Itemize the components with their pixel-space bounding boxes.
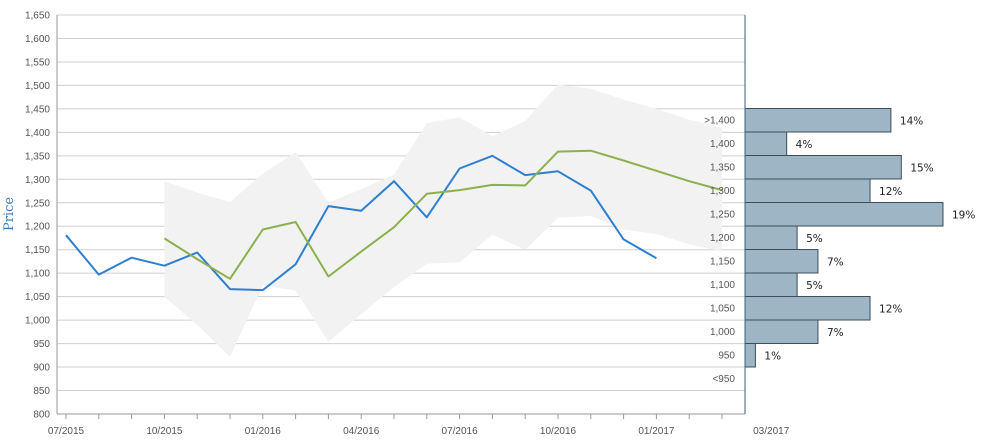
histogram-bar xyxy=(744,249,819,274)
histogram-percent-label: 12% xyxy=(879,303,902,315)
histogram-bin-label: 1,350 xyxy=(710,162,735,173)
histogram-percent-label: 7% xyxy=(827,256,844,268)
histogram-percent-label: 5% xyxy=(806,280,823,292)
histogram-bar xyxy=(744,296,871,321)
histogram-bin-label: 1,250 xyxy=(710,209,735,220)
x-tick-label: 10/2015 xyxy=(146,426,183,437)
y-tick-label: 1,450 xyxy=(25,104,50,115)
y-tick-label: 1,150 xyxy=(25,245,50,256)
histogram-percent-label: 14% xyxy=(900,115,923,127)
y-tick-label: 1,650 xyxy=(25,11,50,22)
distribution-histogram: 14% 4% 15% 12% 19% 5% 7% 5% 12% 7% 1% xyxy=(744,108,975,368)
histogram-bin-label: 1,050 xyxy=(710,303,735,314)
forecast-range-band xyxy=(164,84,722,357)
histogram-bar xyxy=(744,343,756,368)
histogram-bar xyxy=(744,131,788,156)
histogram-bar xyxy=(744,108,892,133)
x-tick-label: 01/2016 xyxy=(245,426,282,437)
x-tick-label: 01/2017 xyxy=(638,426,675,437)
y-tick-label: 900 xyxy=(33,363,50,374)
histogram-bar xyxy=(744,272,798,297)
histogram-bin-label: 1,300 xyxy=(710,186,735,197)
histogram-percent-label: 4% xyxy=(796,139,813,151)
histogram-bar xyxy=(744,319,819,344)
forecast-band xyxy=(164,84,722,357)
histogram-percent-label: 19% xyxy=(952,209,975,221)
histogram-bin-label: 1,000 xyxy=(710,327,735,338)
x-tick-label: 07/2015 xyxy=(48,426,85,437)
y-tick-label: 1,200 xyxy=(25,222,50,233)
actual-price-line xyxy=(65,154,657,292)
y-axis-title: Price xyxy=(2,197,17,231)
histogram-percent-label: 7% xyxy=(827,327,844,339)
histogram-bin-label: 1,400 xyxy=(710,139,735,150)
x-tick-label: 04/2016 xyxy=(343,426,380,437)
histogram-bar xyxy=(744,155,902,180)
x-tick-label: 10/2016 xyxy=(540,426,577,437)
histogram-bar xyxy=(744,202,944,227)
y-tick-label: 950 xyxy=(33,339,50,350)
axes: 1,650 1,600 1,550 1,500 1,450 1,400 1,350 1,300… xyxy=(25,11,790,438)
y-tick-label: 800 xyxy=(33,410,50,421)
average-forecast-line xyxy=(163,149,723,280)
y-tick-label: 1,350 xyxy=(25,151,50,162)
histogram-bin-label: >1,400 xyxy=(704,115,735,126)
y-tick-label: 1,500 xyxy=(25,81,50,92)
x-tick-label: 03/2017 xyxy=(753,426,790,437)
y-tick-label: 1,250 xyxy=(25,198,50,209)
histogram-bin-label: 1,100 xyxy=(710,280,735,291)
histogram-bin-label: <950 xyxy=(712,374,735,385)
histogram-percent-label: 15% xyxy=(910,162,933,174)
x-tick-label: 07/2016 xyxy=(442,426,479,437)
histogram-bin-label: 950 xyxy=(718,350,735,361)
histogram-percent-label: 5% xyxy=(806,233,823,245)
histogram-bin-label: 1,200 xyxy=(710,233,735,244)
histogram-percent-label: 1% xyxy=(764,350,781,362)
y-tick-label: 1,550 xyxy=(25,57,50,68)
y-tick-label: 1,050 xyxy=(25,292,50,303)
histogram-bin-label: 1,150 xyxy=(710,256,735,267)
price-lines xyxy=(65,149,723,292)
histogram-bar xyxy=(744,178,871,203)
y-tick-label: 850 xyxy=(33,386,50,397)
y-tick-label: 1,600 xyxy=(25,34,50,45)
y-tick-label: 1,400 xyxy=(25,128,50,139)
histogram-bar xyxy=(744,225,798,250)
y-tick-label: 1,100 xyxy=(25,269,50,280)
histogram-percent-label: 12% xyxy=(879,186,902,198)
y-tick-label: 1,300 xyxy=(25,175,50,186)
y-tick-label: 1,000 xyxy=(25,316,50,327)
